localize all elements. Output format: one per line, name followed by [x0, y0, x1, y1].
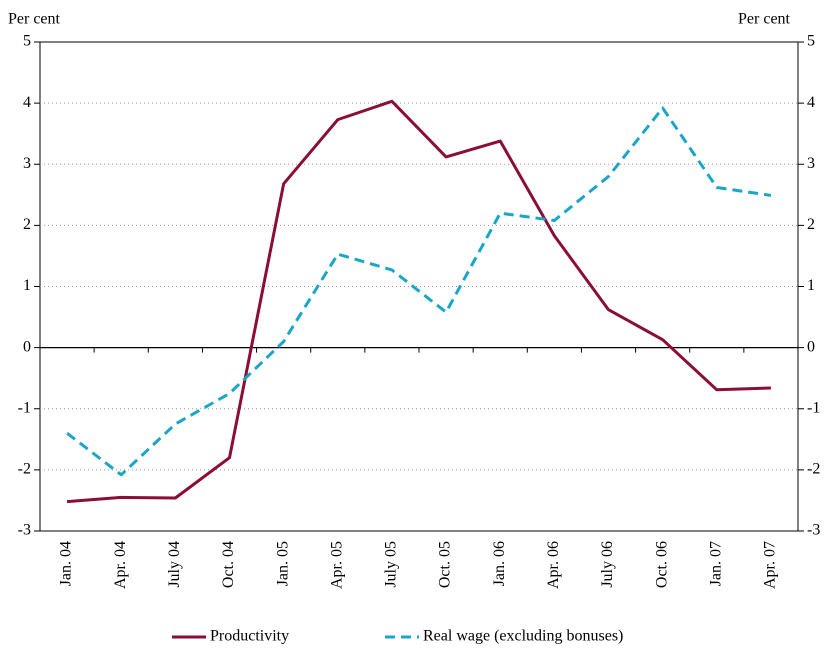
y-tick-label: -3 [18, 522, 31, 539]
x-tick-label: Jan. 07 [707, 541, 724, 586]
x-tick-label: Oct. 05 [437, 541, 454, 588]
y-tick-label: 4 [23, 94, 31, 111]
series-line [66, 99, 771, 504]
x-tick-label: Apr. 06 [545, 541, 562, 589]
x-tick-label: Apr. 07 [762, 541, 779, 589]
x-tick-label: Jan. 06 [491, 541, 508, 586]
x-tick-label: Oct. 04 [220, 541, 237, 588]
y2-tick-label: -3 [807, 522, 820, 539]
y-tick-label: -2 [18, 461, 31, 478]
x-tick-label: Jan. 05 [274, 541, 291, 586]
series-line [66, 106, 772, 477]
y-tick-label: 2 [23, 216, 31, 233]
y-tick-label: 3 [23, 155, 31, 172]
y-tick-label: 1 [23, 277, 31, 294]
y-axis-label: Per cent [8, 11, 61, 28]
y2-tick-label: 2 [807, 216, 815, 233]
y2-tick-label: -1 [807, 399, 820, 416]
x-tick-label: Oct. 06 [653, 541, 670, 588]
x-tick-label: Jan. 04 [58, 541, 75, 586]
y-tick-label: -1 [18, 399, 31, 416]
y2-tick-label: 0 [807, 338, 815, 355]
y-tick-label: 0 [23, 338, 31, 355]
legend-label: Real wage (excluding bonuses) [423, 628, 623, 645]
y2-tick-label: -2 [807, 461, 820, 478]
legend-label: Productivity [210, 628, 289, 645]
x-tick-label: July 06 [599, 541, 616, 588]
y-tick-label: 5 [23, 33, 31, 50]
x-tick-label: Apr. 05 [328, 541, 345, 589]
y2-tick-label: 3 [807, 155, 815, 172]
x-tick-label: Apr. 04 [112, 541, 129, 589]
y2-tick-label: 5 [807, 33, 815, 50]
y2-tick-label: 1 [807, 277, 815, 294]
x-tick-label: July 05 [383, 541, 400, 588]
x-tick-label: July 04 [166, 541, 183, 588]
y2-axis-label: Per cent [738, 11, 791, 28]
y2-tick-label: 4 [807, 94, 815, 111]
